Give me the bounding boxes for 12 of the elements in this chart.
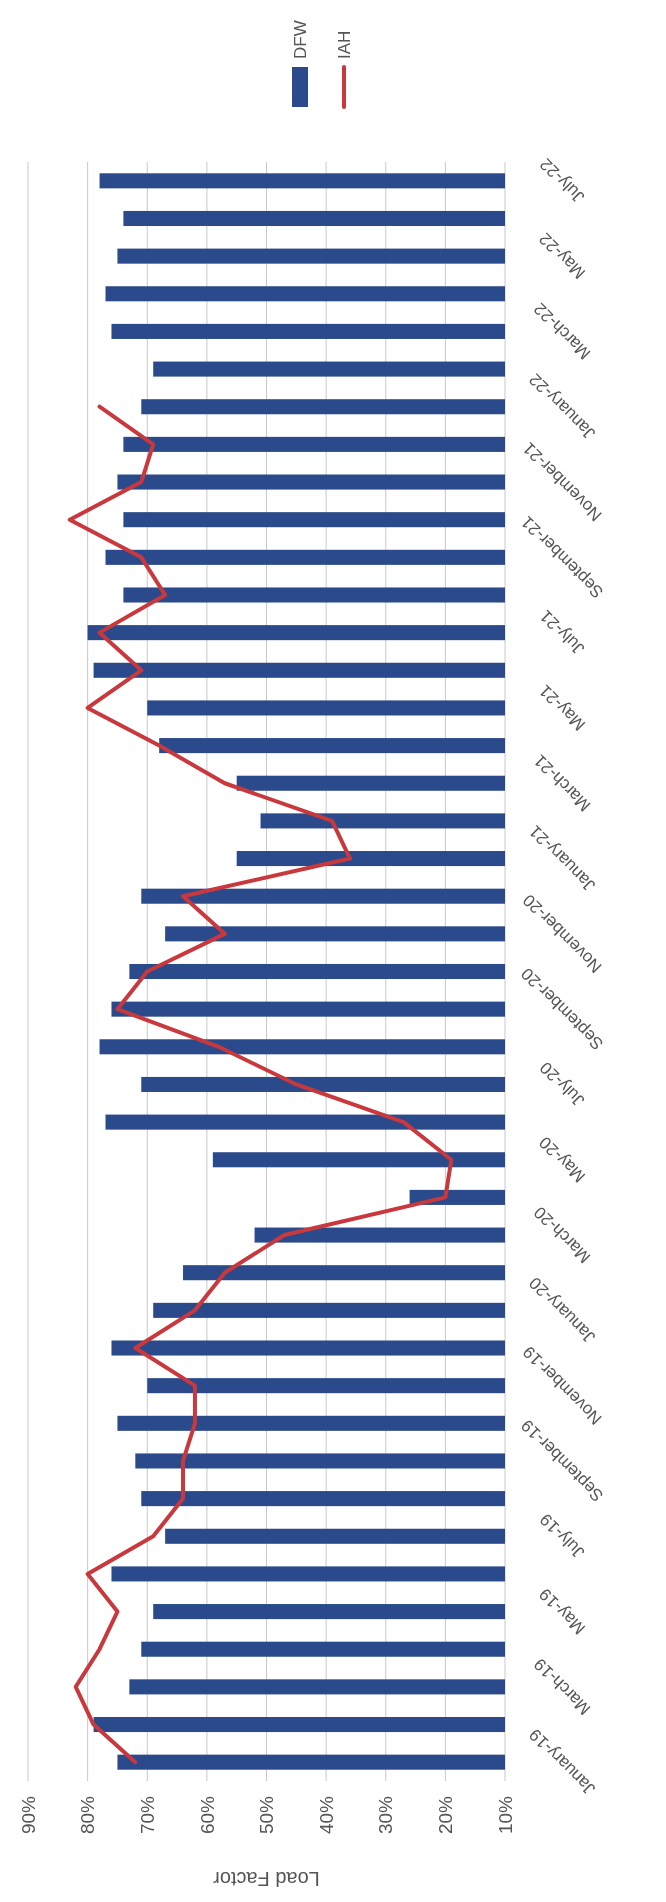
x-tick-label: 50%: [256, 1795, 278, 1835]
x-tick-label: 60%: [196, 1795, 218, 1835]
x-tick-label: 80%: [77, 1795, 99, 1835]
text: IAH: [334, 30, 354, 59]
x-tick-label: 70%: [136, 1795, 158, 1835]
x-tick-label: 10%: [494, 1795, 516, 1835]
x-tick-label: 90%: [17, 1795, 39, 1835]
x-axis-title: Load Factor: [212, 1868, 320, 1890]
x-tick-label: 30%: [375, 1795, 397, 1835]
text: DFW: [290, 20, 310, 59]
x-tick-label: 20%: [435, 1795, 457, 1835]
x-tick-label: 40%: [315, 1795, 337, 1835]
